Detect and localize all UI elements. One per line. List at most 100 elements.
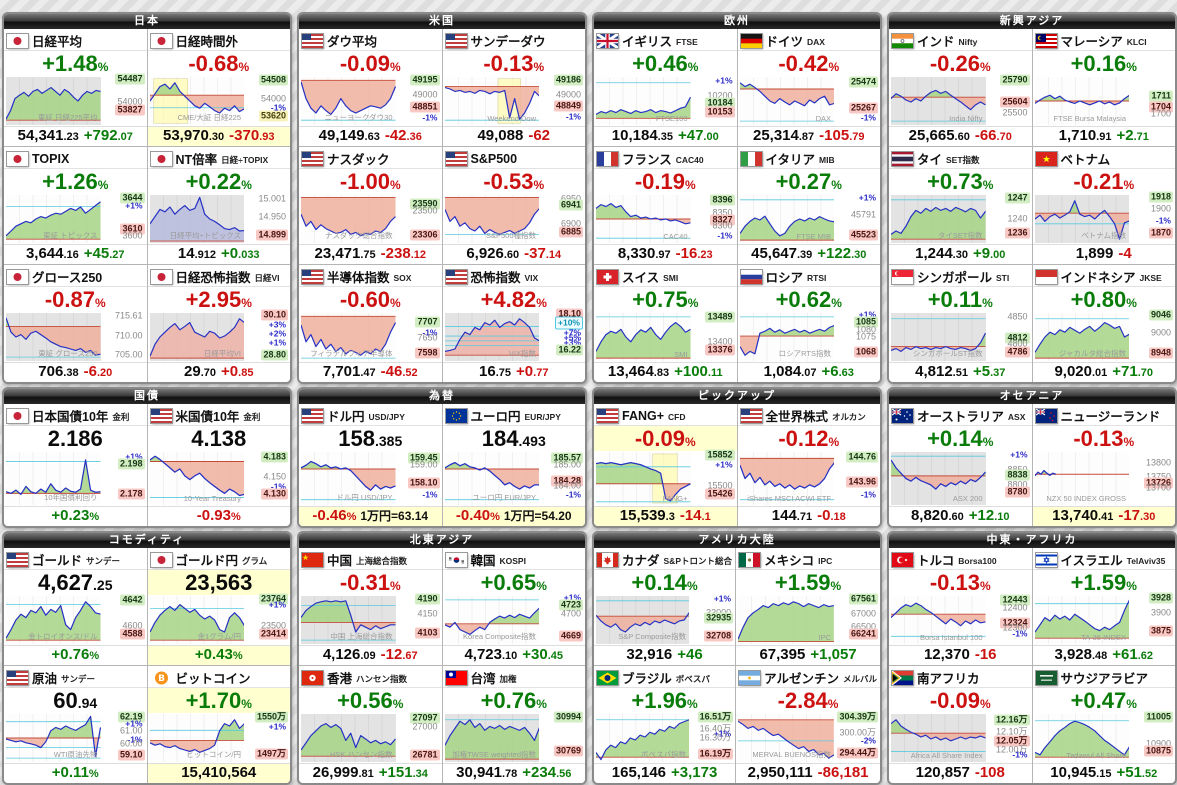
change-percent: +1.70% — [147, 688, 290, 713]
axis-label: +1% — [268, 721, 286, 732]
value-main: -17 — [1118, 507, 1141, 524]
market-cell-フランス[interactable]: フランス CAC40 -0.19% CAC40 8396 8350 8327 8300 -1% 8… — [594, 147, 737, 264]
market-cell-イギリス[interactable]: イギリス FTSE +0.46% FTSE100 +1% 10200 10184 10153 1… — [594, 29, 737, 146]
market-cell-ブラジル[interactable]: ブラジル ボベスパ +1.96% ボベスパ指数 16.51万 16.40万 +1% 16.30… — [594, 666, 736, 783]
market-subname: JKSE — [1139, 272, 1162, 283]
market-cell-メキシコ[interactable]: メキシコ IPC +1.59% IPC 67561 67000 66500 66241 67,3… — [736, 548, 880, 665]
value-decimal: .41 — [1098, 511, 1114, 523]
market-name: 中国 — [327, 554, 353, 568]
market-cell-サウジアラビア[interactable]: サウジアラビア +0.47% Tadawul All Share 11005 10900… — [1032, 666, 1175, 783]
value-main: 4,723 — [464, 646, 502, 663]
sparkline-chart: ナスダック総合指数 — [301, 195, 396, 243]
market-cell-トルコ[interactable]: トルコ Borsa100 -0.13% Borsa Istanbul 100 12443… — [889, 548, 1032, 665]
market-cell-シンガポール[interactable]: シンガポール STI +0.11% シンガポールST指数 4850 4812 4800 478… — [889, 265, 1032, 382]
value-decimal: .48 — [1092, 650, 1108, 662]
market-subname: 上海総合指数 — [356, 555, 408, 566]
flag-jp-icon — [7, 269, 28, 284]
market-cell-イタリア[interactable]: イタリア MIB +0.27% FTSE MIB +1% 45791 45523 45,647… — [737, 147, 880, 264]
market-cell-サンデーダウ[interactable]: サンデーダウ -0.13% Weekend Dow 49186 49000 48849 -1… — [442, 29, 585, 146]
market-cell-header: ユーロ円 EUR/JPY — [442, 404, 585, 426]
market-cell-インド[interactable]: インド Nifty -0.26% India Nifty 25790 25604 25500… — [889, 29, 1032, 146]
market-cell-米国債10年[interactable]: 米国債10年 金利 4.138 10-Year Treasury 4.183 4.150-… — [147, 404, 290, 526]
market-cell-原油[interactable]: 原油 サンデー 60.94 WTI原油先物 62.19 +1% 61.00 -1% 60.00 5… — [4, 666, 147, 783]
market-subname: ASX — [1007, 411, 1026, 422]
market-cell-ロシア[interactable]: ロシア RTSI +0.62% ロシアRTS指数 +1% 1085 1080 1075 1068… — [737, 265, 880, 382]
market-cell-header: B ビットコイン — [147, 666, 290, 688]
sparkline-chart: NZX 50 INDEX GROSS — [1034, 452, 1129, 505]
market-cell-インドネシア[interactable]: インドネシア JKSE +0.80% ジャカルタ総合指数 9046 9000 8948 9,0… — [1032, 265, 1175, 382]
value-decimal: .25 — [93, 577, 113, 593]
market-cell-スイス[interactable]: スイス SMI +0.75% SMI 13489 13400 13376 13,464.83 +… — [594, 265, 737, 382]
market-cell-ベトナム[interactable]: ベトナム -0.21% ベトナム指数 1918 1900 -1% 1870 1,899 -4 — [1032, 147, 1175, 264]
value-decimal: .52 — [402, 367, 418, 379]
market-cell-グロース250[interactable]: グロース250 -0.87% 東証 グロース250 715.61 710.00 705.0… — [4, 265, 147, 382]
market-cell-S&P500[interactable]: S&P500 -0.53% S&P500種指数 6950 6941 6900 6885 6,9… — [442, 147, 585, 264]
value-main: 184 — [481, 426, 519, 451]
percent-sign: % — [687, 697, 698, 711]
market-name: ドル円 — [327, 410, 365, 424]
axis-label: 185.57 — [551, 452, 583, 464]
price-number: 23,563 — [185, 570, 253, 595]
axis-labels: 8396 8350 8327 8300 -1% — [691, 194, 737, 244]
market-cell-ゴールド[interactable]: ゴールド サンデー 4,627.25 金トロイオンス/ドル 4642 4600 4588 +0… — [4, 548, 147, 665]
market-cell-ゴールド円[interactable]: ゴールド円 グラム 23,563 金1グラム/円 23764 +1% 23500 23414 +… — [147, 548, 290, 665]
value-decimal: .97 — [655, 249, 671, 261]
axis-label: 28.80 — [261, 349, 288, 361]
region-title: 欧州 — [594, 14, 880, 29]
region-cells: トルコ Borsa100 -0.13% Borsa Istanbul 100 12443… — [889, 548, 1175, 783]
market-cell-FANG+[interactable]: FANG+ CFD -0.09% FANG+ 15852 +1% 15500 15426 15,… — [594, 404, 737, 526]
market-cell-恐怖指数[interactable]: 恐怖指数 VIX +4.82% VIX指数 18.10 +10% +7% +5% +3% 16.2… — [442, 265, 585, 382]
axis-label: 8948 — [1148, 347, 1173, 359]
axis-label: 13726 — [1143, 477, 1173, 489]
market-cell-日経平均[interactable]: 日経平均 +1.48% 東証 日経225平均 54487 54000 53827 54,34… — [4, 29, 147, 146]
market-cell-ニュージーランド[interactable]: ニュージーランド -0.13% NZX 50 INDEX GROSS 13800 137… — [1032, 404, 1175, 526]
value-main: -16 — [974, 646, 997, 663]
market-cell-マレーシア[interactable]: マレーシア KLCI +0.16% FTSE Bursa Malaysia 1711 17… — [1032, 29, 1175, 146]
market-cell-ドイツ[interactable]: ドイツ DAX -0.42% DAX 25474 25267 -1% 25,314.87 -10… — [737, 29, 880, 146]
market-cell-南アフリカ[interactable]: 南アフリカ -0.09% Africa All Share Index 12.16万 1… — [889, 666, 1032, 783]
market-cell-半導体指数[interactable]: 半導体指数 SOX -0.60% フィラデルフィア半導体 7707 -1% 7650 7598… — [299, 265, 442, 382]
flag-au-icon — [892, 408, 913, 423]
market-cell-全世界株式[interactable]: 全世界株式 オルカン -0.12% iShares MSCI ACWI ETF 144.… — [737, 404, 880, 526]
market-cell-ナスダック[interactable]: ナスダック -1.00% ナスダック総合指数 23590 23500 23306 23,47… — [299, 147, 442, 264]
change-amount: -42.36 — [385, 127, 422, 144]
market-cell-日本国債10年[interactable]: 日本国債10年 金利 2.186 10年国債利回り +1% 2.198 2.178 +0.23… — [4, 404, 147, 526]
market-cell-タイ[interactable]: タイ SET指数 +0.73% タイSET指数 1247 1240 1236 1,244.30… — [889, 147, 1032, 264]
market-cell-韓国[interactable]: 韓国 KOSPI +0.65% Korea Composite指数 +1% 4723 470… — [442, 548, 585, 665]
axis-labels: 15.001 14.950 14.899 — [244, 194, 290, 244]
market-cell-NT倍率[interactable]: NT倍率 日経÷TOPIX +0.22% 日経平均÷トピックス 15.001 14.950… — [147, 147, 290, 264]
market-name: グロース250 — [32, 271, 103, 285]
axis-label: 13489 — [705, 311, 735, 323]
value-main: 45,647 — [751, 245, 797, 262]
sparkline-chart: 東証 グロース250 — [6, 313, 101, 361]
axis-label: +1% — [1010, 449, 1028, 460]
market-cell-ユーロ円[interactable]: ユーロ円 EUR/JPY 184.493 ユーロ円 EUR/JPY 185.57 185.… — [442, 404, 585, 526]
market-cell-ビットコイン[interactable]: B ビットコイン +1.70% ビットコイン/円 1550万 +1% 1497万 15,410… — [147, 666, 290, 783]
axis-label: -1% — [860, 112, 876, 123]
market-cell-ドル円[interactable]: ドル円 USD/JPY 158.385 ドル円 USD/JPY 159.45 159.00… — [299, 404, 442, 526]
quote-line: 8,820.60 +12.10 — [889, 506, 1032, 526]
percent-number: -0.26 — [929, 51, 980, 76]
market-cell-日経時間外[interactable]: 日経時間外 -0.68% CME/大証 日経225 54508 54000 -1% 5362… — [147, 29, 290, 146]
last-price: 29.70 — [184, 363, 216, 380]
market-cell-台湾[interactable]: 台湾 加権 +0.76% 加権TWSE weighted指数 30994 30769 30,… — [442, 666, 585, 783]
market-cell-アルゼンチン[interactable]: アルゼンチン メルバル -2.84% MERVAL BUENOS指数 304.39万 30… — [736, 666, 880, 783]
value-main: -0.40 — [455, 507, 491, 524]
market-cell-香港[interactable]: 香港 ハンセン指数 +0.56% HSK ハンセン指数 27097 27000 26781 2… — [299, 666, 442, 783]
market-cell-中国[interactable]: 中国 上海総合指数 -0.31% 中国 上海総合指数 4190 4150 4103 4,126… — [299, 548, 442, 665]
market-cell-ダウ平均[interactable]: ダウ平均 -0.09% ニューヨークダウ30 49195 49000 48851 -1% 49… — [299, 29, 442, 146]
percent-number: +0.16 — [1070, 51, 1127, 76]
axis-label: 1870 — [1148, 227, 1173, 239]
market-cell-TOPIX[interactable]: TOPIX +1.26% 東証 トピックス 3644 +1% 3610 3600 3,644.… — [4, 147, 147, 264]
market-cell-日経恐怖指数[interactable]: 日経恐怖指数 日経VI +2.95% 日経平均VI 30.10 +3% +2% +1% 28.8… — [147, 265, 290, 382]
change-amount: -105.79 — [819, 127, 864, 144]
quote-line: -0.40% 1万円=54.20 — [442, 506, 585, 526]
axis-label: 10153 — [705, 106, 735, 118]
market-cell-イスラエル[interactable]: イスラエル TelAviv35 +1.59% TA-35 INDEX 3928 3900 3… — [1032, 548, 1175, 665]
last-price: 1,899 — [1076, 245, 1114, 262]
axis-label: +1% — [125, 451, 143, 461]
value-main: -46 — [380, 363, 403, 380]
value-decimal: .912 — [194, 249, 217, 261]
